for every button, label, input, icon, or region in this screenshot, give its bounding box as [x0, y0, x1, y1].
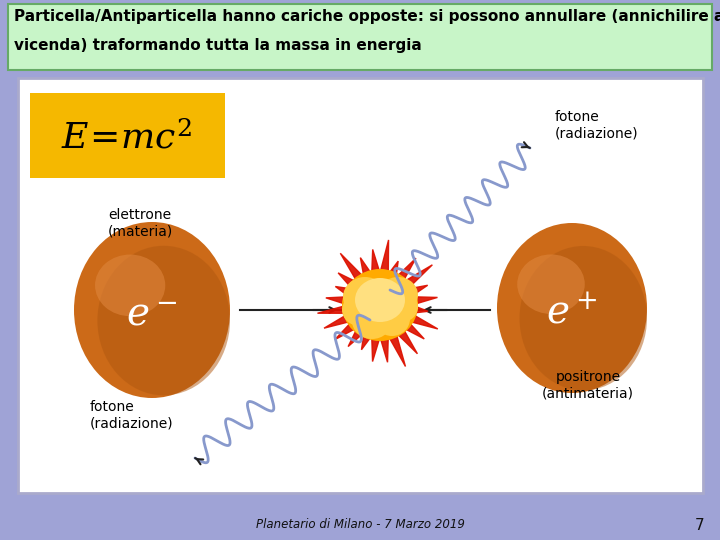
Polygon shape — [348, 328, 364, 347]
Polygon shape — [388, 261, 398, 277]
Ellipse shape — [386, 292, 418, 322]
Text: fotone
(radiazione): fotone (radiazione) — [90, 400, 174, 430]
Polygon shape — [361, 333, 372, 350]
Ellipse shape — [497, 223, 647, 393]
Polygon shape — [338, 273, 357, 289]
Ellipse shape — [342, 294, 378, 326]
Polygon shape — [372, 249, 380, 274]
Polygon shape — [408, 285, 428, 296]
Ellipse shape — [378, 277, 418, 313]
Ellipse shape — [97, 246, 230, 395]
Ellipse shape — [352, 303, 392, 339]
FancyBboxPatch shape — [18, 78, 703, 493]
Polygon shape — [361, 258, 372, 277]
Text: $E\!=\!mc^2$: $E\!=\!mc^2$ — [61, 120, 192, 156]
Polygon shape — [411, 305, 428, 313]
Text: vicenda) traformando tutta la massa in energia: vicenda) traformando tutta la massa in e… — [14, 38, 422, 53]
Polygon shape — [380, 336, 388, 362]
Polygon shape — [372, 336, 380, 362]
Polygon shape — [341, 253, 364, 282]
Text: $e^+$: $e^+$ — [546, 294, 598, 332]
Ellipse shape — [355, 278, 405, 322]
Polygon shape — [408, 313, 438, 329]
Polygon shape — [402, 321, 424, 339]
Polygon shape — [336, 287, 352, 296]
Polygon shape — [402, 265, 433, 289]
Polygon shape — [318, 305, 349, 313]
FancyBboxPatch shape — [8, 4, 712, 70]
Text: 7: 7 — [696, 517, 705, 532]
Ellipse shape — [342, 269, 418, 341]
Polygon shape — [326, 296, 349, 305]
Ellipse shape — [95, 254, 166, 316]
Ellipse shape — [374, 302, 410, 336]
Text: positrone
(antimateria): positrone (antimateria) — [542, 370, 634, 400]
Text: elettrone
(materia): elettrone (materia) — [107, 208, 173, 238]
Ellipse shape — [343, 277, 387, 317]
Ellipse shape — [517, 254, 585, 314]
Text: Planetario di Milano - 7 Marzo 2019: Planetario di Milano - 7 Marzo 2019 — [256, 518, 464, 531]
Polygon shape — [396, 328, 418, 354]
Polygon shape — [388, 333, 405, 367]
Polygon shape — [380, 240, 389, 274]
Text: fotone
(radiazione): fotone (radiazione) — [555, 110, 639, 140]
Polygon shape — [396, 258, 416, 282]
Polygon shape — [335, 321, 357, 340]
Polygon shape — [411, 296, 438, 305]
Text: Particella/Antiparticella hanno cariche opposte: si possono annullare (annichili: Particella/Antiparticella hanno cariche … — [14, 9, 720, 24]
Ellipse shape — [74, 222, 230, 398]
Text: $e^-$: $e^-$ — [126, 296, 178, 334]
FancyBboxPatch shape — [30, 93, 225, 178]
Ellipse shape — [520, 246, 647, 390]
Polygon shape — [324, 313, 352, 328]
